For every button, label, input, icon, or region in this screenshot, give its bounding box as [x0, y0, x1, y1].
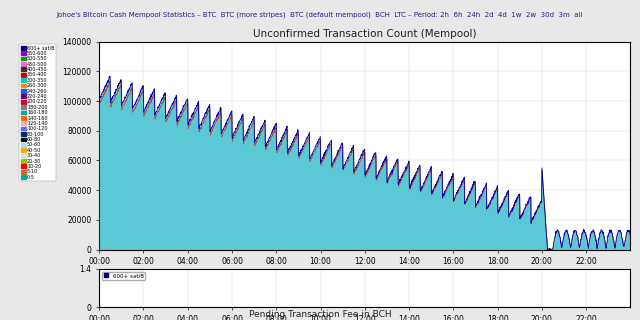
Legend: 600+ sat/B: 600+ sat/B	[102, 272, 145, 280]
Legend: 600+ sat/B, 550-600, 500-550, 450-500, 400-450, 350-400, 300-350, 260-300, 240-2: 600+ sat/B, 550-600, 500-550, 450-500, 4…	[19, 44, 56, 181]
Title: Unconfirmed Transaction Count (Mempool): Unconfirmed Transaction Count (Mempool)	[253, 29, 477, 39]
Text: Pending Transaction Fee in BCH: Pending Transaction Fee in BCH	[249, 310, 391, 319]
Text: Johoe's Bitcoin Cash Mempool Statistics – BTC  BTC (more stripes)  BTC (default : Johoe's Bitcoin Cash Mempool Statistics …	[57, 11, 583, 18]
